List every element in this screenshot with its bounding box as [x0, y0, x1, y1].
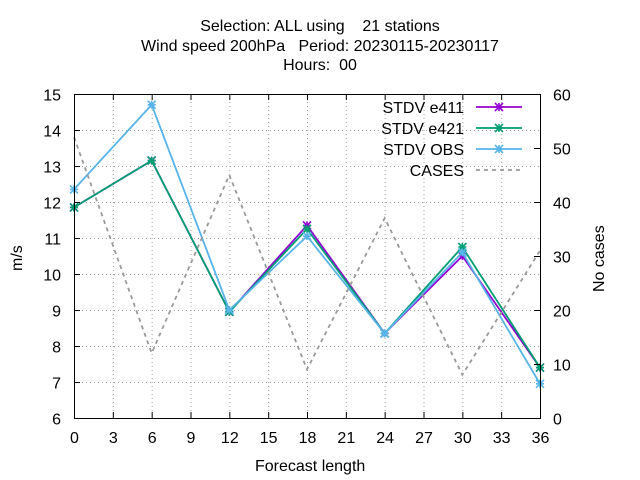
x-tick-label: 24 [376, 430, 394, 447]
y-tick-label: 9 [52, 304, 61, 321]
legend-marker-stdv-e421 [494, 123, 504, 133]
y-tick-label: 6 [52, 412, 61, 429]
y-tick-label: 13 [43, 160, 61, 177]
y-tick-label: 8 [52, 340, 61, 357]
point-stdv-obs [224, 305, 234, 315]
legend-label-stdv-obs: STDV OBS [383, 142, 464, 159]
x-tick-label: 9 [187, 430, 196, 447]
y-tick-label: 14 [43, 124, 61, 141]
legend-label-cases: CASES [410, 163, 464, 180]
x-tick-label: 30 [454, 430, 472, 447]
y-tick-label: 15 [43, 88, 61, 105]
y-tick-label: 10 [43, 268, 61, 285]
x-tick-label: 6 [148, 430, 157, 447]
x-axis-label: Forecast length [255, 458, 365, 475]
x-tick-label: 27 [415, 430, 433, 447]
y-tick-label: 11 [44, 232, 61, 249]
legend-marker-stdv-obs [494, 144, 504, 154]
point-stdv-obs [147, 100, 157, 110]
y2-tick-label: 20 [553, 304, 571, 321]
x-tick-label: 36 [532, 430, 550, 447]
y2-tick-label: 40 [553, 196, 571, 213]
legend-marker-stdv-e411 [494, 102, 504, 112]
y2-axis-label: No cases [591, 225, 608, 292]
point-stdv-obs [302, 231, 312, 241]
legend-label-stdv-e411: STDV e411 [382, 100, 464, 117]
x-tick-label: 18 [299, 430, 317, 447]
legend: STDV e411 STDV e421 STDV OBS CASES [381, 100, 522, 180]
chart-title-line-2: Wind speed 200hPa Period: 20230115-20230… [141, 38, 499, 55]
point-stdv-e421 [302, 224, 312, 234]
y2-tick-label: 60 [553, 88, 571, 105]
axis-ticks: 0 3 6 9 12 15 18 21 24 27 30 33 36678910111213141501… [43, 88, 571, 448]
chart-title-line-3: Hours: 00 [283, 57, 357, 74]
y-axis-label: m/s [9, 245, 26, 271]
x-tick-label: 12 [221, 430, 239, 447]
x-tick-label: 3 [109, 430, 118, 447]
legend-label-stdv-e421: STDV e421 [381, 121, 464, 138]
x-tick-label: 33 [493, 430, 511, 447]
y2-tick-label: 50 [553, 142, 571, 159]
y2-tick-label: 0 [553, 412, 562, 429]
y2-tick-label: 10 [553, 358, 571, 375]
y2-tick-label: 30 [553, 250, 571, 267]
point-stdv-obs [457, 247, 467, 257]
point-stdv-obs [380, 328, 390, 338]
series-layer [69, 100, 545, 389]
x-tick-label: 0 [70, 430, 79, 447]
y-tick-label: 7 [52, 376, 61, 393]
x-tick-label: 21 [337, 430, 355, 447]
chart-title-line-1: Selection: ALL using 21 stations [200, 18, 440, 35]
point-stdv-e421 [147, 156, 157, 166]
series-line-cases [73, 136, 541, 377]
x-tick-label: 15 [260, 430, 278, 447]
y-tick-label: 12 [43, 196, 61, 213]
